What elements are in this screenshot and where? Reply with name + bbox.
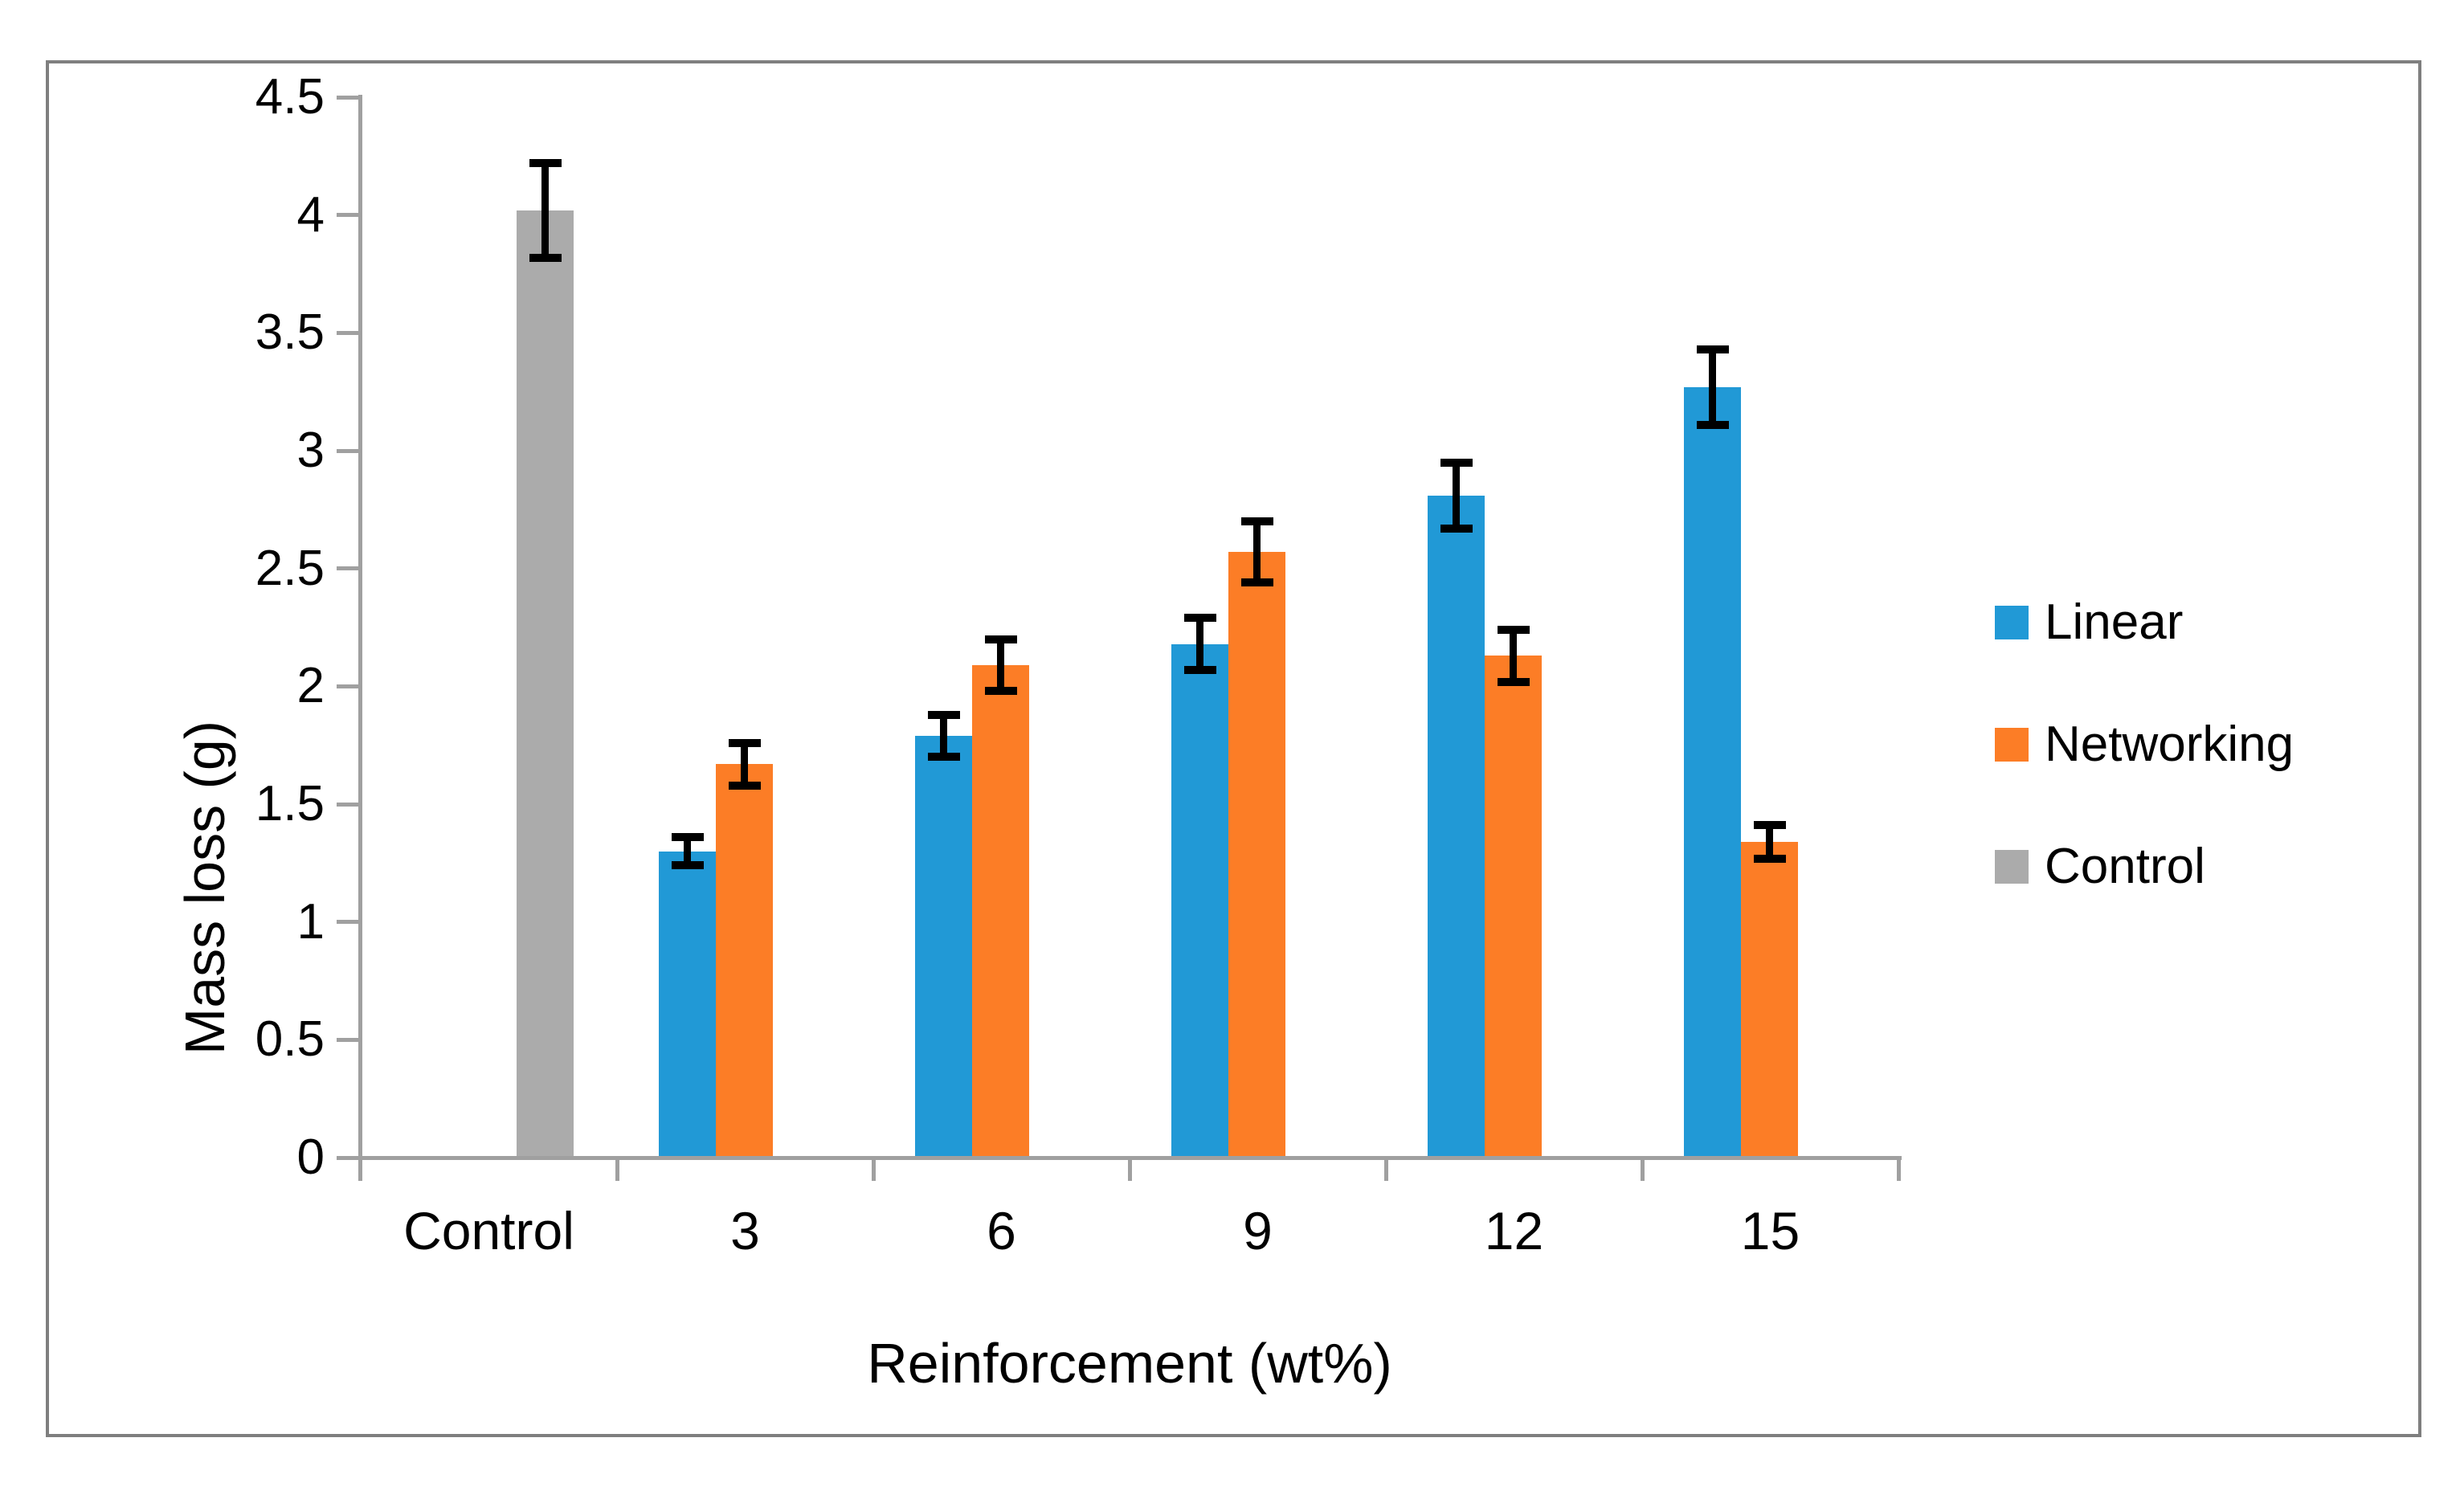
legend-item-networking: Networking (1988, 717, 2438, 773)
bar-linear-12 (1428, 495, 1485, 1158)
x-tick-mark (615, 1158, 619, 1181)
y-tick-label: 4.5 (255, 69, 325, 125)
error-bar-whisker (741, 742, 748, 786)
error-bar-cap-top (927, 710, 960, 719)
y-tick-mark (337, 448, 360, 453)
x-category-label: 9 (1243, 1201, 1273, 1260)
y-tick-mark (337, 1155, 360, 1160)
y-tick-mark (337, 213, 360, 218)
error-bar-whisker (541, 163, 549, 258)
x-category-label: 3 (730, 1201, 760, 1260)
bar-networking-3 (716, 764, 773, 1158)
x-axis-title: Reinforcement (wt%) (867, 1332, 1392, 1395)
x-tick-mark (1383, 1158, 1388, 1181)
error-bar-cap-bottom (984, 687, 1017, 696)
y-tick-label: 4 (296, 186, 325, 243)
error-bar-whisker (1453, 462, 1460, 529)
bar-networking-6 (972, 665, 1029, 1158)
x-tick-mark (1127, 1158, 1132, 1181)
error-bar-whisker (1709, 349, 1716, 425)
error-bar-cap-bottom (1240, 578, 1273, 587)
y-tick-mark (337, 1037, 360, 1042)
bar-control-control (517, 210, 574, 1158)
y-tick-label: 2.5 (255, 540, 325, 596)
error-bar-cap-top (728, 738, 761, 747)
bar-linear-9 (1171, 643, 1228, 1158)
x-category-label: 15 (1740, 1201, 1800, 1260)
x-category-label: 12 (1484, 1201, 1544, 1260)
legend-item-linear: Linear (1988, 594, 2438, 651)
error-bar-whisker (940, 714, 947, 758)
y-tick-label: 2 (296, 658, 325, 714)
error-bar-cap-bottom (1696, 420, 1729, 429)
bar-networking-9 (1228, 552, 1285, 1158)
y-tick-label: 3.5 (255, 304, 325, 361)
bar-linear-15 (1684, 386, 1741, 1158)
x-category-label: 6 (987, 1201, 1016, 1260)
y-axis-line (358, 95, 362, 1181)
error-bar-cap-bottom (728, 781, 761, 790)
error-bar-cap-bottom (1183, 665, 1216, 674)
error-bar-cap-top (984, 635, 1017, 643)
error-bar-cap-top (1696, 345, 1729, 353)
y-tick-mark (337, 920, 360, 925)
x-tick-mark (871, 1158, 876, 1181)
error-bar-whisker (1196, 618, 1203, 670)
legend-swatch-networking (1995, 728, 2029, 762)
error-bar-whisker (1510, 630, 1517, 682)
x-axis-line (358, 1156, 1902, 1160)
error-bar-cap-top (1240, 517, 1273, 526)
y-tick-label: 3 (296, 423, 325, 479)
y-tick-mark (337, 684, 360, 688)
legend-label-networking: Networking (2045, 717, 2294, 772)
error-bar-cap-top (671, 833, 704, 842)
error-bar-cap-top (1440, 458, 1473, 467)
y-tick-label: 1 (296, 893, 325, 950)
legend-swatch-linear (1995, 606, 2029, 639)
y-tick-mark (337, 95, 360, 100)
x-tick-mark (1640, 1158, 1645, 1181)
legend-item-control: Control (1988, 839, 2438, 895)
error-bar-cap-bottom (1440, 524, 1473, 533)
error-bar-cap-top (1753, 821, 1786, 830)
error-bar-cap-bottom (1753, 854, 1786, 863)
y-axis-title: Mass loss (g) (174, 720, 236, 1056)
y-tick-mark (337, 802, 360, 807)
y-tick-mark (337, 566, 360, 571)
x-category-label: Control (403, 1201, 574, 1260)
bar-linear-6 (915, 735, 972, 1158)
error-bar-cap-bottom (529, 253, 562, 262)
error-bar-cap-top (1497, 626, 1530, 634)
y-tick-label: 0 (296, 1129, 325, 1185)
error-bar-cap-top (1183, 614, 1216, 623)
y-tick-mark (337, 330, 360, 335)
error-bar-whisker (684, 837, 691, 866)
error-bar-cap-bottom (1497, 677, 1530, 686)
error-bar-whisker (997, 639, 1004, 692)
error-bar-whisker (1253, 521, 1261, 583)
error-bar-cap-top (529, 159, 562, 168)
x-tick-mark (1896, 1158, 1901, 1181)
legend-swatch-control (1995, 850, 2029, 884)
error-bar-cap-bottom (671, 861, 704, 870)
bar-linear-3 (659, 851, 716, 1158)
y-tick-label: 0.5 (255, 1011, 325, 1068)
bar-networking-15 (1741, 841, 1798, 1158)
y-tick-label: 1.5 (255, 776, 325, 832)
bar-networking-12 (1485, 656, 1542, 1158)
legend-label-control: Control (2045, 839, 2205, 894)
legend-label-linear: Linear (2045, 594, 2184, 650)
error-bar-cap-bottom (927, 753, 960, 762)
error-bar-whisker (1766, 825, 1773, 859)
